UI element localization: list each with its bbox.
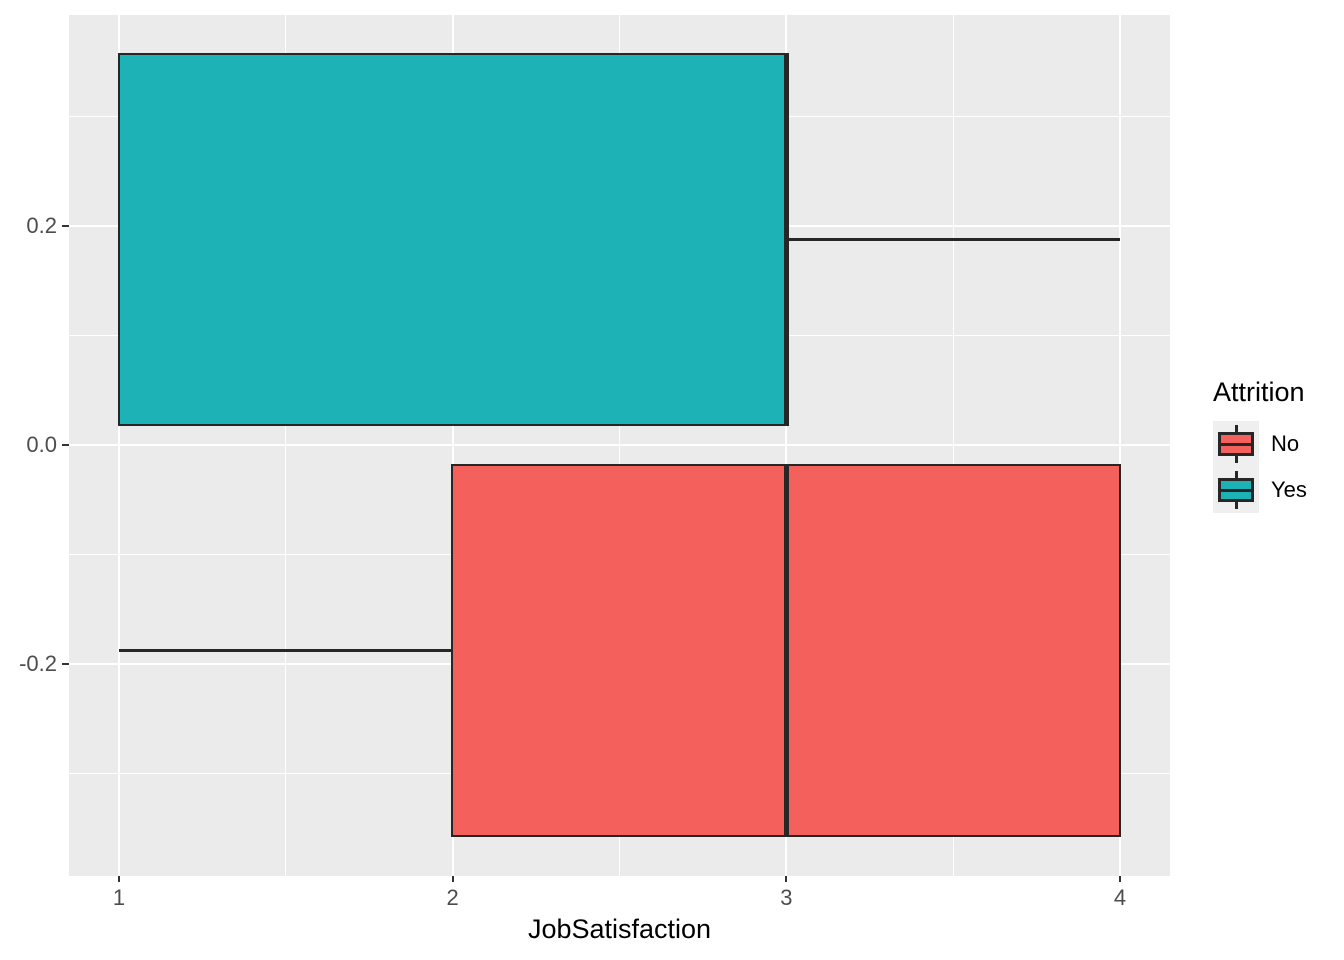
legend-label: Yes (1271, 477, 1307, 502)
x-tick-label: 4 (1113, 885, 1127, 910)
x-tick-mark (451, 876, 454, 882)
y-tick-label: 0.2 (26, 213, 57, 238)
legend-key-median (1218, 442, 1254, 446)
x-tick-mark (1118, 876, 1121, 882)
x-tick-label: 3 (780, 885, 793, 910)
legend: Attrition No Yes (1213, 377, 1307, 513)
x-axis-title: JobSatisfaction (527, 914, 712, 944)
legend-label: No (1271, 431, 1300, 456)
gridline-major-vertical (118, 15, 121, 876)
x-tick-label: 2 (446, 885, 459, 910)
x-tick-label: 1 (112, 885, 126, 910)
gridline-major-horizontal (69, 444, 1170, 446)
boxplot-whisker-no (119, 649, 453, 652)
gridline-major-vertical (451, 15, 454, 876)
x-tick-mark (785, 876, 788, 882)
boxplot-box-yes (117, 53, 788, 426)
legend-key-boxplot-icon (1213, 421, 1259, 467)
y-tick-mark (62, 663, 69, 665)
boxplot-median-yes (783, 53, 789, 426)
legend-item-no: No (1213, 421, 1307, 467)
legend-title: Attrition (1213, 377, 1305, 407)
gridline-major-vertical (785, 15, 788, 876)
plot-panel (69, 15, 1170, 876)
boxplot-whisker-yes (786, 238, 1120, 241)
gridline-major-vertical (1118, 15, 1121, 876)
y-tick-label: -0.2 (19, 651, 57, 676)
boxplot-median-no (783, 464, 789, 837)
legend-item-yes: Yes (1213, 467, 1307, 513)
legend-key-boxplot-icon (1213, 467, 1259, 513)
legend-items: No Yes (1213, 421, 1307, 513)
y-tick-mark (62, 225, 69, 227)
y-tick-label: 0.0 (26, 432, 57, 457)
y-tick-mark (62, 444, 69, 446)
x-tick-mark (118, 876, 121, 882)
legend-key-median (1218, 488, 1254, 492)
